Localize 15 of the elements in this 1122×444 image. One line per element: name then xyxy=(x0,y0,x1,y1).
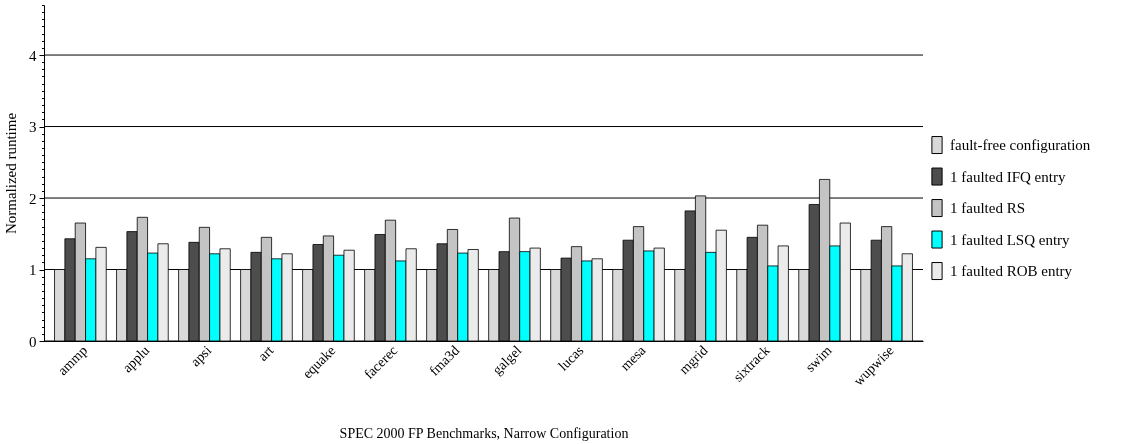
legend-label: 1 faulted LSQ entry xyxy=(950,231,1071,248)
y-tick-label: 2 xyxy=(29,190,37,207)
x-tick-label: mesa xyxy=(617,342,649,374)
y-axis-title: Normalized runtime xyxy=(3,112,19,235)
y-tick-label: 1 xyxy=(29,262,37,279)
y-tick-label: 4 xyxy=(29,47,37,64)
legend-label: 1 faulted ROB entry xyxy=(950,263,1073,280)
legend-label: 1 faulted IFQ entry xyxy=(950,168,1066,185)
x-tick-label: art xyxy=(255,342,277,364)
x-axis-title: SPEC 2000 FP Benchmarks, Narrow Configuration xyxy=(339,425,629,441)
legend-label: 1 faulted RS xyxy=(950,200,1025,217)
y-tick-label: 3 xyxy=(29,119,37,136)
y-tick-label: 0 xyxy=(29,333,37,350)
x-tick-label: apsi xyxy=(187,342,215,370)
legend-label: fault-free configuration xyxy=(950,137,1091,154)
